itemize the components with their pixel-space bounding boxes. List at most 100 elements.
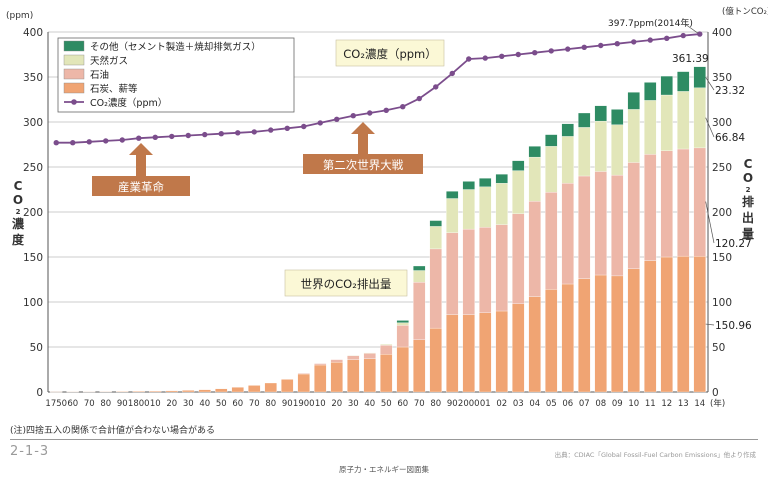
- bar-segment: [281, 379, 294, 393]
- co2-concentration-point: [631, 39, 637, 45]
- x-tick-label: 10: [150, 399, 161, 409]
- bar-segment: [561, 183, 574, 285]
- x-tick-label: 30: [348, 399, 359, 409]
- co2-concentration-point: [202, 131, 208, 138]
- right-tick-label: 300: [712, 117, 732, 129]
- x-tick-label: 60: [397, 399, 408, 409]
- bar-segment: [644, 82, 657, 101]
- left-tick-label: 250: [23, 162, 43, 174]
- co2-concentration-line: [56, 33, 700, 144]
- bar-segment: [413, 339, 426, 393]
- bar-segment: [611, 124, 624, 176]
- co2-concentration-point: [383, 107, 389, 114]
- bar-segment: [677, 255, 690, 393]
- x-tick-label: 50: [216, 399, 227, 409]
- bar-segment: [495, 174, 508, 184]
- right-axis-label-char: 2: [746, 186, 751, 194]
- co2-concentration-point: [103, 138, 109, 144]
- bar-segment: [528, 156, 541, 202]
- bar-segment: [611, 275, 624, 393]
- bar-segment: [429, 226, 442, 250]
- x-tick-label: 20: [166, 399, 177, 409]
- co2-concentration-point: [532, 50, 538, 56]
- bar-segment: [479, 186, 492, 228]
- bar-segment: [627, 109, 640, 163]
- left-tick-label: 400: [23, 27, 43, 39]
- bar-segment: [380, 345, 393, 355]
- x-tick-label: 90: [117, 399, 128, 409]
- legend-swatch: [63, 54, 85, 66]
- co2-concentration-point: [548, 48, 554, 54]
- co2-concentration-point: [367, 110, 373, 116]
- x-tick-label: 70: [414, 399, 425, 409]
- oil-value-label: 120.27: [715, 238, 752, 250]
- right-axis-label-char: 量: [742, 227, 754, 241]
- bar-segment: [594, 171, 607, 276]
- source-credit: 出典：CDIAC「Global Fossil-Fuel Carbon Emiss…: [554, 451, 756, 459]
- bar-segment: [149, 390, 162, 393]
- left-axis-label-char: C: [14, 179, 23, 193]
- bar-segment: [330, 362, 343, 393]
- chart-title-box: [284, 269, 408, 297]
- co2-concentration-point: [218, 131, 224, 137]
- bar-segment: [446, 232, 459, 315]
- line-callout-box: [335, 39, 445, 67]
- legend-box: [57, 37, 295, 113]
- bar-segment: [578, 175, 591, 279]
- ww2-box: [303, 154, 423, 174]
- chart-title: 世界のCO₂排出量: [301, 277, 392, 291]
- bar-segment: [660, 75, 673, 96]
- co2-concentration-point: [565, 46, 571, 52]
- bar-segment: [660, 94, 673, 151]
- x-tick-label: 10: [315, 399, 326, 409]
- bar-segment: [462, 228, 475, 315]
- x-tick-label: 90: [447, 399, 458, 409]
- x-tick-label: 06: [562, 399, 573, 409]
- co2-concentration-point: [400, 104, 406, 110]
- bar-segment: [578, 127, 591, 177]
- x-tick-label: 11: [645, 399, 656, 409]
- bar-segment: [462, 189, 475, 230]
- x-tick-label: 12: [661, 399, 672, 409]
- co2-concentration-point: [235, 130, 241, 136]
- co2-concentration-point: [136, 135, 142, 141]
- bar-segment: [693, 147, 706, 257]
- right-tick-label: 50: [712, 342, 725, 354]
- x-tick-label: 60: [232, 399, 243, 409]
- bar-segment: [479, 178, 492, 187]
- bar-segment: [182, 390, 195, 393]
- bar-segment: [545, 192, 558, 290]
- co2-concentration-point: [680, 32, 686, 39]
- x-tick-label: 2000: [458, 399, 480, 409]
- x-tick-label: 90: [282, 399, 293, 409]
- left-axis-label-char: 度: [12, 232, 25, 247]
- bar-segment: [627, 268, 640, 393]
- bar-segment: [215, 388, 228, 393]
- x-tick-label: 09: [612, 399, 623, 409]
- x-tick-label: 80: [265, 399, 276, 409]
- coal-value-label: 150.96: [715, 320, 752, 332]
- co2-concentration-point: [515, 51, 521, 58]
- bar-segment: [396, 325, 409, 348]
- bar-segment: [413, 270, 426, 283]
- bar-segment: [132, 391, 145, 393]
- bar-segment: [380, 354, 393, 393]
- bar-segment: [561, 123, 574, 137]
- bar-segment: [363, 353, 376, 359]
- legend-line-marker: [71, 99, 77, 105]
- co2-concentration-point: [614, 41, 620, 47]
- x-tick-label: 40: [199, 399, 210, 409]
- x-tick-label: 1900: [293, 399, 315, 409]
- bar-segment: [347, 355, 360, 360]
- right-axis-label-char: O: [743, 171, 753, 185]
- bar-segment: [693, 255, 706, 393]
- legend-swatch: [63, 68, 85, 80]
- x-tick-label: 1800: [128, 399, 150, 409]
- bar-segment: [528, 296, 541, 393]
- left-axis-label-char: 濃: [12, 216, 25, 231]
- x-tick-label: 07: [579, 399, 590, 409]
- co2-concentration-point: [482, 55, 488, 61]
- bar-segment: [297, 373, 310, 375]
- bar-segment: [396, 320, 409, 323]
- bar-segment: [495, 310, 508, 393]
